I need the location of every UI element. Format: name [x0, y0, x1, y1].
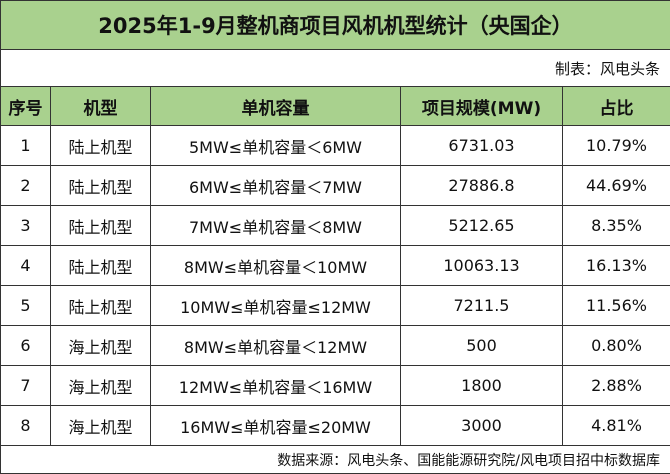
header-row: 序号 机型 单机容量 项目规模(MW) 占比: [0, 86, 670, 126]
table-cell: 10063.13: [400, 245, 563, 286]
table-cell: 4: [0, 245, 51, 286]
table-cell: 27886.8: [400, 165, 563, 206]
table-cell: 6731.03: [400, 125, 563, 166]
table-cell: 5: [0, 285, 51, 326]
table-row: 7 海上机型 12MW≤单机容量＜16MW 1800 2.88%: [0, 365, 670, 406]
table-cell: 10MW≤单机容量≤12MW: [150, 285, 401, 326]
column-header: 占比: [562, 86, 670, 126]
table-cell: 8MW≤单机容量＜10MW: [150, 245, 401, 286]
table-cell: 陆上机型: [50, 125, 151, 166]
table-cell: 3000: [400, 405, 563, 446]
column-header: 单机容量: [150, 86, 401, 126]
table-cell: 1800: [400, 365, 563, 406]
title: 2025年1-9月整机商项目风机机型统计（央国企）: [0, 0, 670, 50]
table-cell: 海上机型: [50, 405, 151, 446]
table-cell: 500: [400, 325, 563, 366]
table-cell: 12MW≤单机容量＜16MW: [150, 365, 401, 406]
table-cell: 16MW≤单机容量≤20MW: [150, 405, 401, 446]
table-cell: 6MW≤单机容量＜7MW: [150, 165, 401, 206]
column-header: 项目规模(MW): [400, 86, 563, 126]
table-cell: 7MW≤单机容量＜8MW: [150, 205, 401, 246]
table-cell: 1: [0, 125, 51, 166]
table-cell: 5212.65: [400, 205, 563, 246]
table-body: 1 陆上机型 5MW≤单机容量＜6MW 6731.03 10.79% 2 陆上机型 6MW≤单…: [0, 125, 670, 446]
table-cell: 10.79%: [562, 125, 670, 166]
table-cell: 7: [0, 365, 51, 406]
table-cell: 5MW≤单机容量＜6MW: [150, 125, 401, 166]
table-row: 6 海上机型 8MW≤单机容量＜12MW 500 0.80%: [0, 325, 670, 366]
table-cell: 4.81%: [562, 405, 670, 446]
table-cell: 11.56%: [562, 285, 670, 326]
table-row: 2 陆上机型 6MW≤单机容量＜7MW 27886.8 44.69%: [0, 165, 670, 206]
column-header: 机型: [50, 86, 151, 126]
table-row: 5 陆上机型 10MW≤单机容量≤12MW 7211.5 11.56%: [0, 285, 670, 326]
table-cell: 海上机型: [50, 325, 151, 366]
table-row: 8 海上机型 16MW≤单机容量≤20MW 3000 4.81%: [0, 405, 670, 446]
table-cell: 陆上机型: [50, 285, 151, 326]
credit: 制表：风电头条: [0, 49, 670, 87]
table-cell: 海上机型: [50, 365, 151, 406]
table-row: 3 陆上机型 7MW≤单机容量＜8MW 5212.65 8.35%: [0, 205, 670, 246]
table-cell: 8.35%: [562, 205, 670, 246]
table-cell: 2.88%: [562, 365, 670, 406]
table-cell: 8: [0, 405, 51, 446]
table-cell: 2: [0, 165, 51, 206]
table-cell: 陆上机型: [50, 205, 151, 246]
table-cell: 陆上机型: [50, 165, 151, 206]
table-row: 1 陆上机型 5MW≤单机容量＜6MW 6731.03 10.79%: [0, 125, 670, 166]
table-row: 4 陆上机型 8MW≤单机容量＜10MW 10063.13 16.13%: [0, 245, 670, 286]
table-cell: 3: [0, 205, 51, 246]
table-cell: 8MW≤单机容量＜12MW: [150, 325, 401, 366]
table-cell: 16.13%: [562, 245, 670, 286]
table-cell: 44.69%: [562, 165, 670, 206]
table-cell: 6: [0, 325, 51, 366]
table-cell: 7211.5: [400, 285, 563, 326]
table-cell: 陆上机型: [50, 245, 151, 286]
column-header: 序号: [0, 86, 51, 126]
source: 数据来源：风电头条、国能能源研究院/风电项目招中标数据库: [0, 445, 670, 474]
table-cell: 0.80%: [562, 325, 670, 366]
